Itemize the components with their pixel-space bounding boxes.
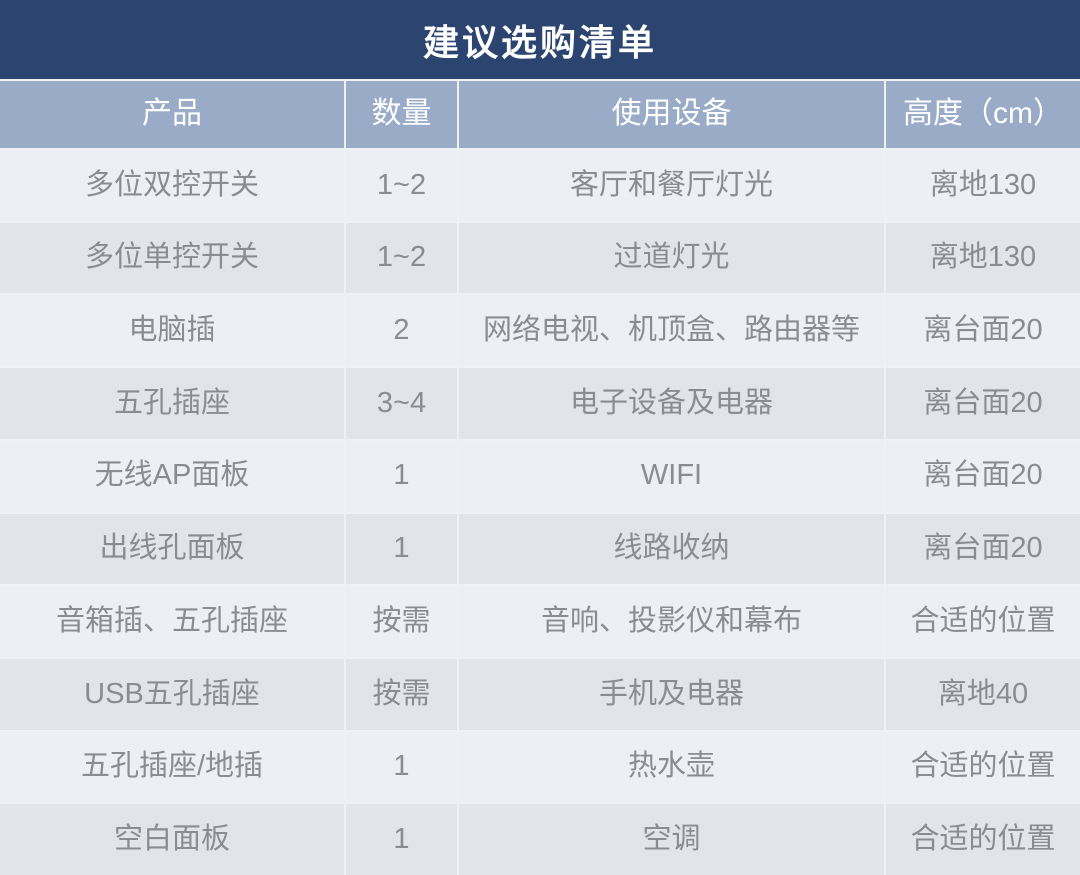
quantity-cell: 按需 [346,586,457,657]
product-cell: USB五孔插座 [0,658,344,730]
height-cell: 合适的位置 [886,804,1080,875]
height-cell: 合适的位置 [886,586,1080,657]
quantity-cell: 1 [346,731,457,803]
height-cell: 离台面20 [886,513,1080,585]
quantity-cell: 1~2 [346,222,457,294]
device-cell: 热水壶 [459,731,884,803]
header-quantity: 数量 [346,81,457,148]
device-cell: 客厅和餐厅灯光 [459,150,884,221]
height-cell: 合适的位置 [886,731,1080,803]
quantity-cell: 3~4 [346,368,457,439]
height-cell: 离地130 [886,150,1080,221]
device-cell: 音响、投影仪和幕布 [459,586,884,657]
product-cell: 多位单控开关 [0,222,344,294]
quantity-cell: 1 [346,804,457,875]
table-row: 多位单控开关 1~2 过道灯光 离地130 [0,222,1080,294]
table-row: 电脑插 2 网络电视、机顶盒、路由器等 离台面20 [0,295,1080,367]
table-row: 音箱插、五孔插座 按需 音响、投影仪和幕布 合适的位置 [0,586,1080,657]
table-row: 无线AP面板 1 WIFI 离台面20 [0,440,1080,512]
device-cell: 过道灯光 [459,222,884,294]
quantity-cell: 1~2 [346,150,457,221]
table-row: 五孔插座/地插 1 热水壶 合适的位置 [0,731,1080,803]
product-cell: 五孔插座/地插 [0,731,344,803]
table-row: 五孔插座 3~4 电子设备及电器 离台面20 [0,368,1080,439]
header-height: 高度（cm） [886,81,1080,148]
product-cell: 多位双控开关 [0,150,344,221]
header-device: 使用设备 [459,81,884,148]
table-row: USB五孔插座 按需 手机及电器 离地40 [0,658,1080,730]
table-row: 多位双控开关 1~2 客厅和餐厅灯光 离地130 [0,150,1080,221]
quantity-cell: 1 [346,440,457,512]
device-cell: 电子设备及电器 [459,368,884,439]
height-cell: 离地40 [886,658,1080,730]
header-product: 产品 [0,81,344,148]
product-cell: 出线孔面板 [0,513,344,585]
product-cell: 空白面板 [0,804,344,875]
quantity-cell: 2 [346,295,457,367]
height-cell: 离台面20 [886,440,1080,512]
device-cell: WIFI [459,440,884,512]
table-row: 出线孔面板 1 线路收纳 离台面20 [0,513,1080,585]
device-cell: 空调 [459,804,884,875]
table-body: 多位双控开关 1~2 客厅和餐厅灯光 离地130 多位单控开关 1~2 过道灯光… [0,150,1080,875]
table-header-row: 产品 数量 使用设备 高度（cm） [0,81,1080,148]
device-cell: 手机及电器 [459,658,884,730]
product-cell: 音箱插、五孔插座 [0,586,344,657]
height-cell: 离台面20 [886,368,1080,439]
product-cell: 电脑插 [0,295,344,367]
height-cell: 离地130 [886,222,1080,294]
product-cell: 无线AP面板 [0,440,344,512]
table-row: 空白面板 1 空调 合适的位置 [0,804,1080,875]
device-cell: 线路收纳 [459,513,884,585]
product-cell: 五孔插座 [0,368,344,439]
height-cell: 离台面20 [886,295,1080,367]
device-cell: 网络电视、机顶盒、路由器等 [459,295,884,367]
table-title: 建议选购清单 [0,0,1080,79]
quantity-cell: 按需 [346,658,457,730]
quantity-cell: 1 [346,513,457,585]
